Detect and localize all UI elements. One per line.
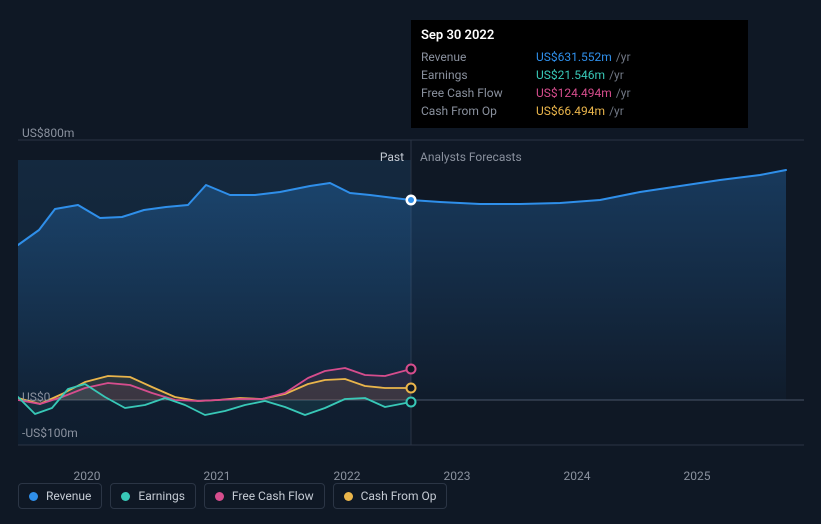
legend-item-label: Revenue bbox=[46, 489, 91, 503]
forecast-label: Analysts Forecasts bbox=[420, 150, 522, 164]
tooltip-row-unit: /yr bbox=[616, 86, 631, 100]
x-tick-label: 2022 bbox=[334, 469, 361, 483]
tooltip-row-unit: /yr bbox=[616, 50, 631, 64]
tooltip-row-label: Revenue bbox=[421, 50, 536, 64]
legend-item-label: Cash From Op bbox=[361, 489, 437, 503]
legend-item-label: Earnings bbox=[138, 489, 185, 503]
legend-dot-icon bbox=[29, 492, 38, 501]
tooltip-row: Cash From OpUS$66.494m/yr bbox=[421, 102, 738, 120]
x-tick-label: 2020 bbox=[74, 469, 101, 483]
x-tick-label: 2025 bbox=[684, 469, 711, 483]
legend-dot-icon bbox=[121, 492, 130, 501]
tooltip-row-label: Cash From Op bbox=[421, 104, 536, 118]
legend-item[interactable]: Earnings bbox=[110, 483, 196, 509]
tooltip: Sep 30 2022 RevenueUS$631.552m/yrEarning… bbox=[411, 20, 748, 128]
tooltip-row: RevenueUS$631.552m/yr bbox=[421, 48, 738, 66]
legend-dot-icon bbox=[344, 492, 353, 501]
legend-item[interactable]: Revenue bbox=[18, 483, 102, 509]
legend-item-label: Free Cash Flow bbox=[232, 489, 314, 503]
y-tick-label: US$800m bbox=[22, 126, 74, 140]
legend-item[interactable]: Free Cash Flow bbox=[204, 483, 325, 509]
tooltip-row-value: US$631.552m bbox=[536, 50, 612, 64]
tooltip-row: Free Cash FlowUS$124.494m/yr bbox=[421, 84, 738, 102]
tooltip-row-value: US$66.494m bbox=[536, 104, 605, 118]
tooltip-row-label: Free Cash Flow bbox=[421, 86, 536, 100]
y-tick-label: US$0 bbox=[22, 390, 50, 404]
x-tick-label: 2021 bbox=[204, 469, 231, 483]
legend-item[interactable]: Cash From Op bbox=[333, 483, 448, 509]
y-tick-label: -US$100m bbox=[22, 426, 78, 440]
legend-dot-icon bbox=[215, 492, 224, 501]
past-label: Past bbox=[380, 150, 404, 164]
x-tick-label: 2023 bbox=[444, 469, 471, 483]
series-marker bbox=[407, 365, 416, 374]
revenue-divider-marker-inner bbox=[408, 197, 414, 203]
tooltip-row-unit: /yr bbox=[609, 68, 624, 82]
tooltip-row-label: Earnings bbox=[421, 68, 536, 82]
tooltip-row-value: US$124.494m bbox=[536, 86, 612, 100]
tooltip-row-value: US$21.546m bbox=[536, 68, 605, 82]
series-marker bbox=[407, 398, 416, 407]
tooltip-date: Sep 30 2022 bbox=[421, 28, 738, 43]
series-marker bbox=[407, 384, 416, 393]
legend: Revenue Earnings Free Cash Flow Cash From O… bbox=[18, 483, 447, 509]
tooltip-row-unit: /yr bbox=[609, 104, 624, 118]
tooltip-row: EarningsUS$21.546m/yr bbox=[421, 66, 738, 84]
x-tick-label: 2024 bbox=[564, 469, 591, 483]
